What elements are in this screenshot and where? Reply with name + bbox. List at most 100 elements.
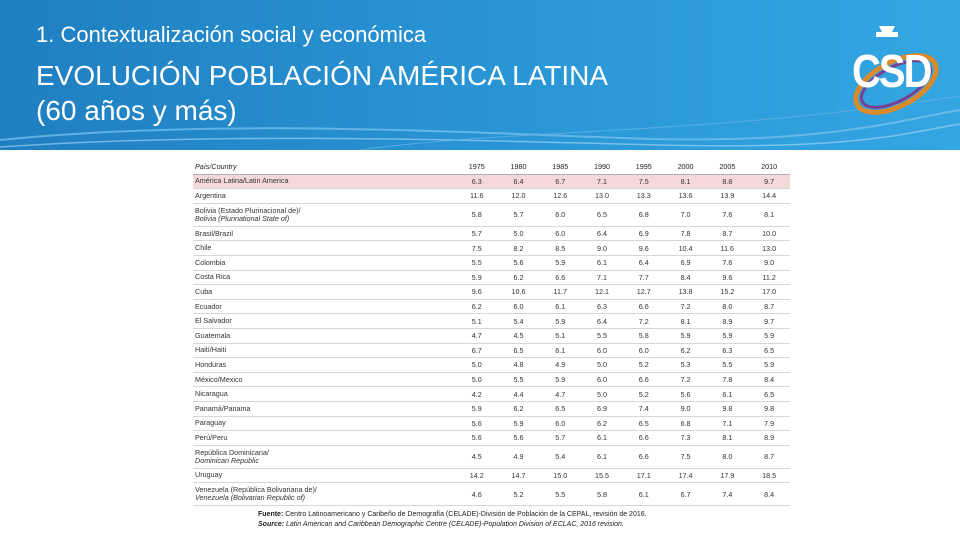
page-title-line1: EVOLUCIÓN POBLACIÓN AMÉRICA LATINA: [36, 60, 609, 91]
value-cell: 13.0: [748, 240, 790, 256]
country-cell: América Latina/Latin America: [193, 174, 456, 190]
country-cell: Brasil/Brazil: [193, 226, 456, 242]
country-cell: Ecuador: [193, 299, 456, 315]
country-name: Panamá/Panama: [195, 403, 251, 413]
value-cell: 5.2: [497, 482, 540, 507]
value-cell: 6.2: [497, 270, 540, 286]
table-row: Perú/Peru 5.6 5.6 5.7 6.1 6.6 7.3 8.1 8.9: [193, 430, 790, 446]
value-cell: 10.4: [664, 240, 707, 256]
country-name: Brasil/Brazil: [195, 228, 233, 238]
value-cell: 13.6: [664, 188, 707, 204]
value-cell: 5.4: [497, 313, 540, 329]
banner-wave-decoration: [0, 95, 960, 150]
value-cell: 7.1: [706, 416, 749, 432]
country-name: Paraguay: [195, 418, 226, 428]
value-cell: 7.6: [706, 255, 749, 271]
csd-logo: CSD: [846, 26, 942, 126]
value-cell: 6.1: [622, 482, 665, 507]
value-cell: 6.1: [706, 386, 749, 402]
value-cell: 7.4: [706, 482, 749, 507]
value-cell: 6.7: [539, 174, 582, 190]
value-cell: 5.9: [539, 313, 582, 329]
country-name: Haití/Haiti: [195, 345, 227, 355]
value-cell: 13.9: [706, 188, 749, 204]
country-cell: El Salvador: [193, 313, 456, 329]
value-cell: 7.1: [581, 270, 623, 286]
country-name: Bolivia (Estado Plurinacional de)/: [195, 205, 301, 215]
country-name: Argentina: [195, 190, 226, 200]
value-cell: 6.0: [581, 372, 623, 388]
value-cell: 11.6: [706, 240, 749, 256]
value-cell: 4.9: [497, 445, 540, 469]
column-header-year: 2010: [748, 160, 790, 175]
value-cell: 4.8: [497, 357, 540, 373]
value-cell: 12.7: [622, 284, 665, 300]
value-cell: 4.2: [455, 386, 498, 402]
value-cell: 5.6: [497, 430, 540, 446]
value-cell: 8.7: [748, 445, 790, 469]
table-row: Bolivia (Estado Plurinacional de)/Bolivi…: [193, 203, 790, 227]
country-name: América Latina/Latin America: [195, 176, 289, 186]
country-name: Costa Rica: [195, 272, 231, 282]
table-row: Nicaragua 4.2 4.4 4.7 5.0 5.2 5.6 6.1 6.5: [193, 386, 790, 402]
table-row: América Latina/Latin America 6.3 6.4 6.7 7.1…: [193, 174, 790, 190]
country-cell: Haití/Haiti: [193, 343, 456, 359]
country-cell: Cuba: [193, 284, 456, 300]
country-name: Venezuela (República Bolivariana de)/: [195, 485, 317, 495]
country-cell: Nicaragua: [193, 386, 456, 402]
value-cell: 4.6: [455, 482, 498, 507]
value-cell: 6.2: [455, 299, 498, 315]
value-cell: 4.7: [455, 328, 498, 344]
value-cell: 17.0: [748, 284, 790, 300]
country-name: Ecuador: [195, 301, 222, 311]
country-name: México/Mexico: [195, 374, 243, 384]
table-row: Cuba 9.6 10.6 11.7 12.1 12.7 13.8 15.2 17.0: [193, 284, 790, 300]
value-cell: 6.6: [622, 445, 665, 469]
value-cell: 6.0: [497, 299, 540, 315]
value-cell: 8.4: [748, 372, 790, 388]
value-cell: 10.6: [497, 284, 540, 300]
value-cell: 6.2: [497, 401, 540, 417]
value-cell: 11.2: [748, 270, 790, 286]
value-cell: 5.0: [455, 357, 498, 373]
value-cell: 5.9: [497, 416, 540, 432]
value-cell: 6.0: [539, 203, 582, 227]
value-cell: 7.2: [664, 299, 707, 315]
value-cell: 7.5: [622, 174, 665, 190]
value-cell: 5.7: [539, 430, 582, 446]
value-cell: 9.0: [581, 240, 623, 256]
logo-orbit-icon: [853, 26, 939, 115]
value-cell: 6.2: [581, 416, 623, 432]
value-cell: 6.6: [539, 270, 582, 286]
value-cell: 6.7: [664, 482, 707, 507]
source-label-en: Source:: [258, 521, 285, 528]
column-header-country: País/Country: [193, 160, 456, 175]
value-cell: 5.9: [748, 357, 790, 373]
value-cell: 5.8: [581, 482, 623, 507]
column-header-year: 1995: [622, 160, 665, 175]
value-cell: 14.2: [455, 468, 498, 484]
table-row: Uruguay 14.2 14.7 15.0 15.5 17.1 17.4 17.9 18.5: [193, 468, 790, 484]
value-cell: 5.0: [581, 357, 623, 373]
value-cell: 9.6: [622, 240, 665, 256]
country-name: El Salvador: [195, 316, 232, 326]
country-name-en: Bolivia (Plurinational State of): [195, 213, 290, 223]
table-row: El Salvador 5.1 5.4 5.9 6.4 7.2 8.1 8.9 9.7: [193, 313, 790, 329]
value-cell: 9.7: [748, 174, 790, 190]
source-text-es: Centro Latinoamericano y Caribeño de Dem…: [285, 511, 647, 518]
value-cell: 5.8: [455, 203, 498, 227]
value-cell: 4.7: [539, 386, 582, 402]
value-cell: 7.6: [706, 203, 749, 227]
table-row: Argentina 11.6 12.0 12.6 13.0 13.3 13.6 13.9 14.…: [193, 188, 790, 204]
value-cell: 6.0: [622, 343, 665, 359]
column-header-year: 1975: [455, 160, 498, 175]
value-cell: 9.0: [664, 401, 707, 417]
value-cell: 8.4: [664, 270, 707, 286]
table-header-row: País/Country 1975 1980 1985 1990 1995 20…: [193, 160, 790, 175]
value-cell: 4.9: [539, 357, 582, 373]
value-cell: 5.0: [455, 372, 498, 388]
value-cell: 8.2: [497, 240, 540, 256]
country-cell: Venezuela (República Bolivariana de)/Ven…: [193, 482, 456, 507]
value-cell: 6.8: [664, 416, 707, 432]
value-cell: 5.2: [622, 357, 665, 373]
